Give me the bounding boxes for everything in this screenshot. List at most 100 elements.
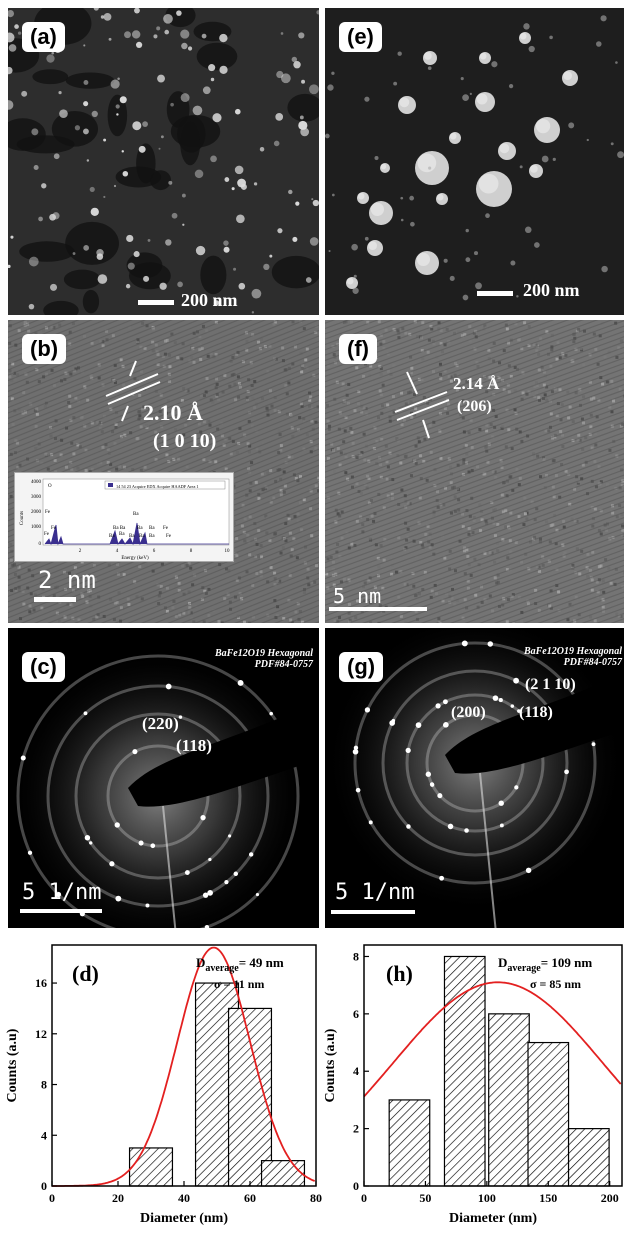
x-tick-label: 0 bbox=[49, 1191, 55, 1205]
panel-label-e: (e) bbox=[339, 22, 382, 53]
scale-label-g: 5 1/nm bbox=[335, 880, 415, 905]
pdf-number-g: PDF#84-0757 bbox=[563, 657, 622, 668]
eds-peak-ba2: Ba Ba bbox=[113, 526, 126, 531]
eds-peak-ba9: Ba bbox=[149, 534, 155, 539]
x-tick-label: 100 bbox=[478, 1191, 496, 1205]
ring-index-2110: (2 1 10) bbox=[525, 676, 576, 693]
x-tick-label: 50 bbox=[419, 1191, 431, 1205]
histogram-bar bbox=[260, 1160, 306, 1187]
eds-ytick-3000: 3000 bbox=[31, 495, 42, 500]
y-tick-label: 8 bbox=[353, 949, 359, 963]
eds-peak-fe2: Fe bbox=[51, 526, 57, 531]
x-axis-label: Diameter (nm) bbox=[449, 1211, 537, 1226]
scale-bar-f bbox=[329, 607, 427, 611]
saed-pattern-c: (c) BaFe12O19 Hexagonal PDF#84-0757 (220… bbox=[8, 628, 319, 928]
y-tick-label: 12 bbox=[35, 1027, 47, 1041]
scale-label-a: 200 nm bbox=[181, 290, 238, 310]
sigma-label: σ = 11 nm bbox=[214, 977, 264, 991]
histogram-d: 0 20 40 60 80 0 4 8 12 16 Diameter (nm) Counts (a.u… bbox=[0, 933, 322, 1238]
stem-image-e: (e) 200 nm bbox=[325, 8, 624, 315]
gaussian-fit-curve bbox=[52, 946, 316, 1187]
histogram-bar bbox=[527, 1041, 570, 1187]
histogram-bar bbox=[443, 955, 486, 1187]
x-tick-label: 80 bbox=[310, 1191, 322, 1205]
nanoparticle-field-e bbox=[325, 15, 624, 301]
eds-peak-fe1: Fe bbox=[45, 510, 51, 515]
eds-ytick-4000: 4000 bbox=[31, 480, 42, 485]
ring-index-118-c: (118) bbox=[176, 736, 212, 755]
eds-peak-fe4: Fe bbox=[163, 526, 169, 531]
eds-peak-fe3: Fe bbox=[44, 532, 50, 537]
eds-xtick-8: 8 bbox=[190, 549, 193, 554]
diffraction-rings-g bbox=[325, 628, 624, 928]
d-spacing-b: 2.10 Å bbox=[143, 400, 203, 425]
phase-name-g: BaFe12O19 Hexagonal bbox=[523, 646, 622, 657]
eds-peak-ba3: Ba bbox=[137, 526, 143, 531]
eds-spectrum-inset: 14 54 23 Acquire EDX Acquire HAADF Area … bbox=[14, 472, 234, 562]
pdf-number-c: PDF#84-0757 bbox=[254, 659, 313, 670]
plane-index-b: (1 0 10) bbox=[153, 430, 217, 452]
panel-label-a: (a) bbox=[22, 22, 65, 53]
y-tick-label: 16 bbox=[35, 976, 47, 990]
panel-label: (d) bbox=[72, 961, 99, 986]
x-tick-label: 200 bbox=[601, 1191, 619, 1205]
y-axis-label: Counts (a.u) bbox=[5, 1028, 20, 1102]
eds-peak-fe5: Fe bbox=[166, 534, 172, 539]
phase-label-g: BaFe12O19 Hexagonal PDF#84-0757 bbox=[524, 646, 622, 668]
stem-image-a: (a) 200 nm bbox=[8, 8, 319, 315]
phase-label-c: BaFe12O19 Hexagonal PDF#84-0757 bbox=[215, 648, 313, 670]
panel-label-c: (c) bbox=[22, 652, 65, 683]
histogram-bar bbox=[128, 1147, 174, 1187]
lattice-marker-b bbox=[105, 360, 161, 422]
saed-pattern-g: (g) BaFe12O19 Hexagonal PDF#84-0757 (2 1… bbox=[325, 628, 624, 928]
hrtem-image-f: (f) 2.14 Å (206) 5 nm bbox=[325, 320, 624, 623]
scale-bar-e bbox=[477, 291, 513, 296]
scale-label-e: 200 nm bbox=[523, 280, 580, 300]
eds-xtick-4: 4 bbox=[116, 549, 119, 554]
panel-label-f: (f) bbox=[339, 334, 377, 365]
y-axis-label: Counts (a.u) bbox=[323, 1028, 338, 1102]
histogram-bar bbox=[488, 1013, 530, 1187]
lattice-marker-f bbox=[394, 371, 450, 439]
average-diameter-label: Daverage= 49 nm bbox=[196, 955, 284, 974]
panel-label-g: (g) bbox=[339, 652, 384, 683]
eds-peak-ba8: Ba bbox=[139, 534, 145, 539]
eds-peak-ba7: Ba bbox=[129, 534, 135, 539]
eds-peak-o: O bbox=[48, 484, 52, 489]
scale-bar-g bbox=[331, 910, 415, 914]
gaussian-fit-curve bbox=[363, 981, 622, 1098]
x-tick-label: 150 bbox=[539, 1191, 557, 1205]
histogram-bar bbox=[388, 1099, 431, 1187]
histogram-bar bbox=[567, 1128, 610, 1187]
eds-xtick-10: 10 bbox=[225, 549, 231, 554]
y-tick-label: 8 bbox=[41, 1078, 47, 1092]
y-tick-label: 4 bbox=[353, 1064, 359, 1078]
x-axis-label: Diameter (nm) bbox=[140, 1211, 228, 1226]
eds-xlabel: Energy (keV) bbox=[121, 556, 149, 561]
eds-ytick-2000: 2000 bbox=[31, 510, 42, 515]
y-tick-label: 6 bbox=[353, 1007, 359, 1021]
histogram-h: 0 50 100 150 200 0 2 4 6 8 Diameter (nm) Counts (a.… bbox=[322, 933, 624, 1238]
y-tick-label: 2 bbox=[353, 1122, 359, 1136]
nanoparticle-field-a bbox=[8, 8, 319, 315]
plot-frame bbox=[363, 944, 623, 1187]
scale-label-b: 2 nm bbox=[38, 566, 96, 594]
x-tick-label: 20 bbox=[112, 1191, 124, 1205]
x-tick-label: 0 bbox=[361, 1191, 367, 1205]
sigma-label: σ = 85 nm bbox=[530, 977, 581, 991]
scale-label-f: 5 nm bbox=[333, 584, 382, 608]
plane-index-f: (206) bbox=[457, 398, 492, 415]
eds-legend: 14 54 23 Acquire EDX Acquire HAADF Area … bbox=[116, 484, 199, 489]
eds-xtick-2: 2 bbox=[79, 549, 82, 554]
lattice-texture-f bbox=[325, 320, 624, 623]
eds-peak-ba5: Ba bbox=[109, 534, 115, 539]
eds-ylabel: Counts bbox=[20, 511, 25, 525]
y-tick-label: 4 bbox=[41, 1128, 47, 1142]
phase-name-c: BaFe12O19 Hexagonal bbox=[214, 648, 313, 659]
eds-peak-ba4: Ba bbox=[149, 526, 155, 531]
ring-index-220: (220) bbox=[142, 714, 179, 733]
y-tick-label: 0 bbox=[353, 1179, 359, 1193]
scale-label-c: 5 1/nm bbox=[22, 880, 102, 905]
average-diameter-label: Daverage= 109 nm bbox=[498, 955, 592, 974]
diffraction-rings-c bbox=[8, 646, 319, 928]
